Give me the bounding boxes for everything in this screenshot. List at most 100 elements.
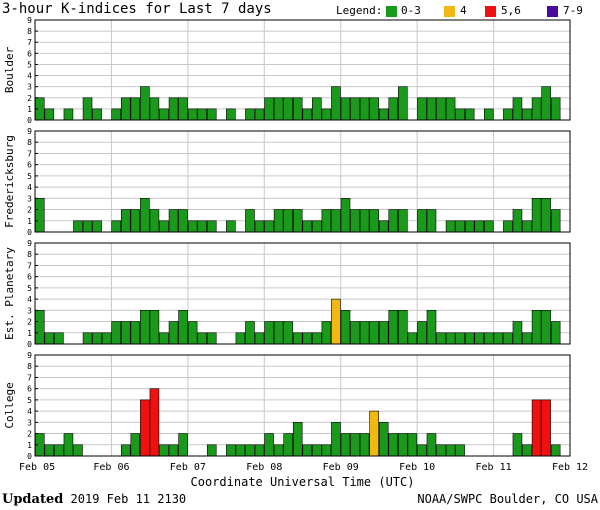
y-tick-label: 9 (27, 16, 32, 25)
y-tick-label: 1 (27, 441, 32, 450)
legend-swatch-7-9 (547, 6, 558, 17)
k-index-bar (159, 444, 169, 457)
k-index-bar (302, 108, 313, 121)
k-index-bar (292, 422, 303, 457)
y-tick-label: 4 (27, 295, 32, 304)
k-index-bar (417, 321, 427, 345)
k-index-bar (245, 108, 255, 121)
k-index-bar (321, 108, 332, 121)
k-index-bar (350, 97, 360, 121)
k-index-bar (484, 108, 494, 121)
y-tick-label: 4 (27, 407, 32, 416)
y-tick-label: 5 (27, 284, 32, 293)
k-index-bar (340, 433, 351, 457)
page-title: 3-hour K-indices for Last 7 days (2, 1, 272, 17)
y-tick-label: 9 (27, 127, 32, 136)
legend-label-7-9: 7-9 (563, 4, 583, 17)
y-tick-label: 7 (27, 261, 32, 270)
k-index-bar (197, 220, 207, 233)
k-index-bar (331, 86, 341, 121)
k-index-bar (206, 220, 217, 233)
k-index-bar (522, 108, 532, 121)
k-index-bar (359, 321, 370, 345)
k-index-bar (321, 444, 332, 457)
k-index-bar (120, 321, 131, 345)
k-index-bar (312, 332, 322, 345)
k-index-bar (73, 444, 83, 457)
k-index-bar (503, 108, 513, 121)
k-index-bar (436, 97, 446, 121)
legend-swatch-0-3 (386, 6, 397, 17)
y-tick-label: 2 (27, 206, 32, 215)
k-index-bar (493, 332, 504, 345)
k-index-bar (92, 108, 102, 121)
k-index-bar (111, 321, 121, 345)
k-index-bar (82, 220, 93, 233)
k-index-bar (359, 433, 370, 457)
k-index-bar (378, 422, 389, 457)
k-index-bar (273, 444, 284, 457)
k-index-bar (264, 97, 274, 121)
x-tick-label: Feb 05 (19, 462, 55, 473)
k-index-bar (130, 321, 141, 345)
x-tick-label: Feb 11 (476, 462, 512, 473)
k-index-bar (159, 332, 169, 345)
k-index-bar (92, 220, 102, 233)
k-index-bar (273, 321, 284, 345)
k-index-bar (464, 332, 475, 345)
k-index-bar (388, 97, 399, 121)
x-tick-label: Feb 12 (552, 462, 588, 473)
k-index-bar (197, 108, 207, 121)
k-index-bar (168, 209, 179, 233)
station-label: Boulder (3, 46, 16, 93)
k-index-bar (321, 209, 332, 233)
k-index-bar (168, 444, 179, 457)
y-tick-label: 9 (27, 239, 32, 248)
k-index-bar (273, 97, 284, 121)
panel-frame (34, 19, 571, 121)
k-index-bar (130, 97, 141, 121)
k-index-bar (359, 97, 370, 121)
k-index-bar (531, 310, 542, 345)
panel-frame (34, 354, 571, 457)
k-index-bar (369, 97, 379, 121)
k-index-bar (178, 209, 188, 233)
legend-title: Legend: (336, 4, 383, 17)
k-index-bar (149, 97, 160, 121)
k-index-bar (417, 444, 427, 457)
k-index-bar (436, 332, 446, 345)
y-tick-label: 2 (27, 318, 32, 327)
y-tick-label: 3 (27, 306, 32, 315)
k-index-bar (350, 321, 360, 345)
k-index-bar (331, 422, 341, 457)
k-index-bar (340, 198, 351, 233)
k-index-bar (149, 209, 160, 233)
k-index-bar (92, 332, 102, 345)
k-index-bar (302, 444, 313, 457)
y-tick-label: 4 (27, 72, 32, 81)
k-index-bar (436, 444, 446, 457)
k-index-bar (426, 310, 437, 345)
k-index-bar (417, 97, 427, 121)
panel-frame (34, 130, 571, 233)
k-index-bar (550, 444, 561, 457)
legend-label-5-6: 5,6 (501, 4, 521, 17)
k-index-bar (245, 321, 255, 345)
k-index-bar (484, 332, 494, 345)
k-index-bar (407, 433, 418, 457)
k-index-bar (245, 209, 255, 233)
y-tick-label: 8 (27, 250, 32, 259)
k-index-bar (82, 97, 93, 121)
k-index-bar (426, 209, 437, 233)
updated-time: 2019 Feb 11 2130 (70, 492, 187, 506)
k-index-bar (187, 220, 198, 233)
k-index-bar (130, 209, 141, 233)
k-index-bar (178, 310, 188, 345)
y-tick-label: 7 (27, 149, 32, 158)
k-index-bar (512, 433, 523, 457)
k-index-bar (474, 220, 485, 233)
k-index-bar (168, 321, 179, 345)
k-index-bar (206, 332, 217, 345)
y-tick-label: 5 (27, 172, 32, 181)
